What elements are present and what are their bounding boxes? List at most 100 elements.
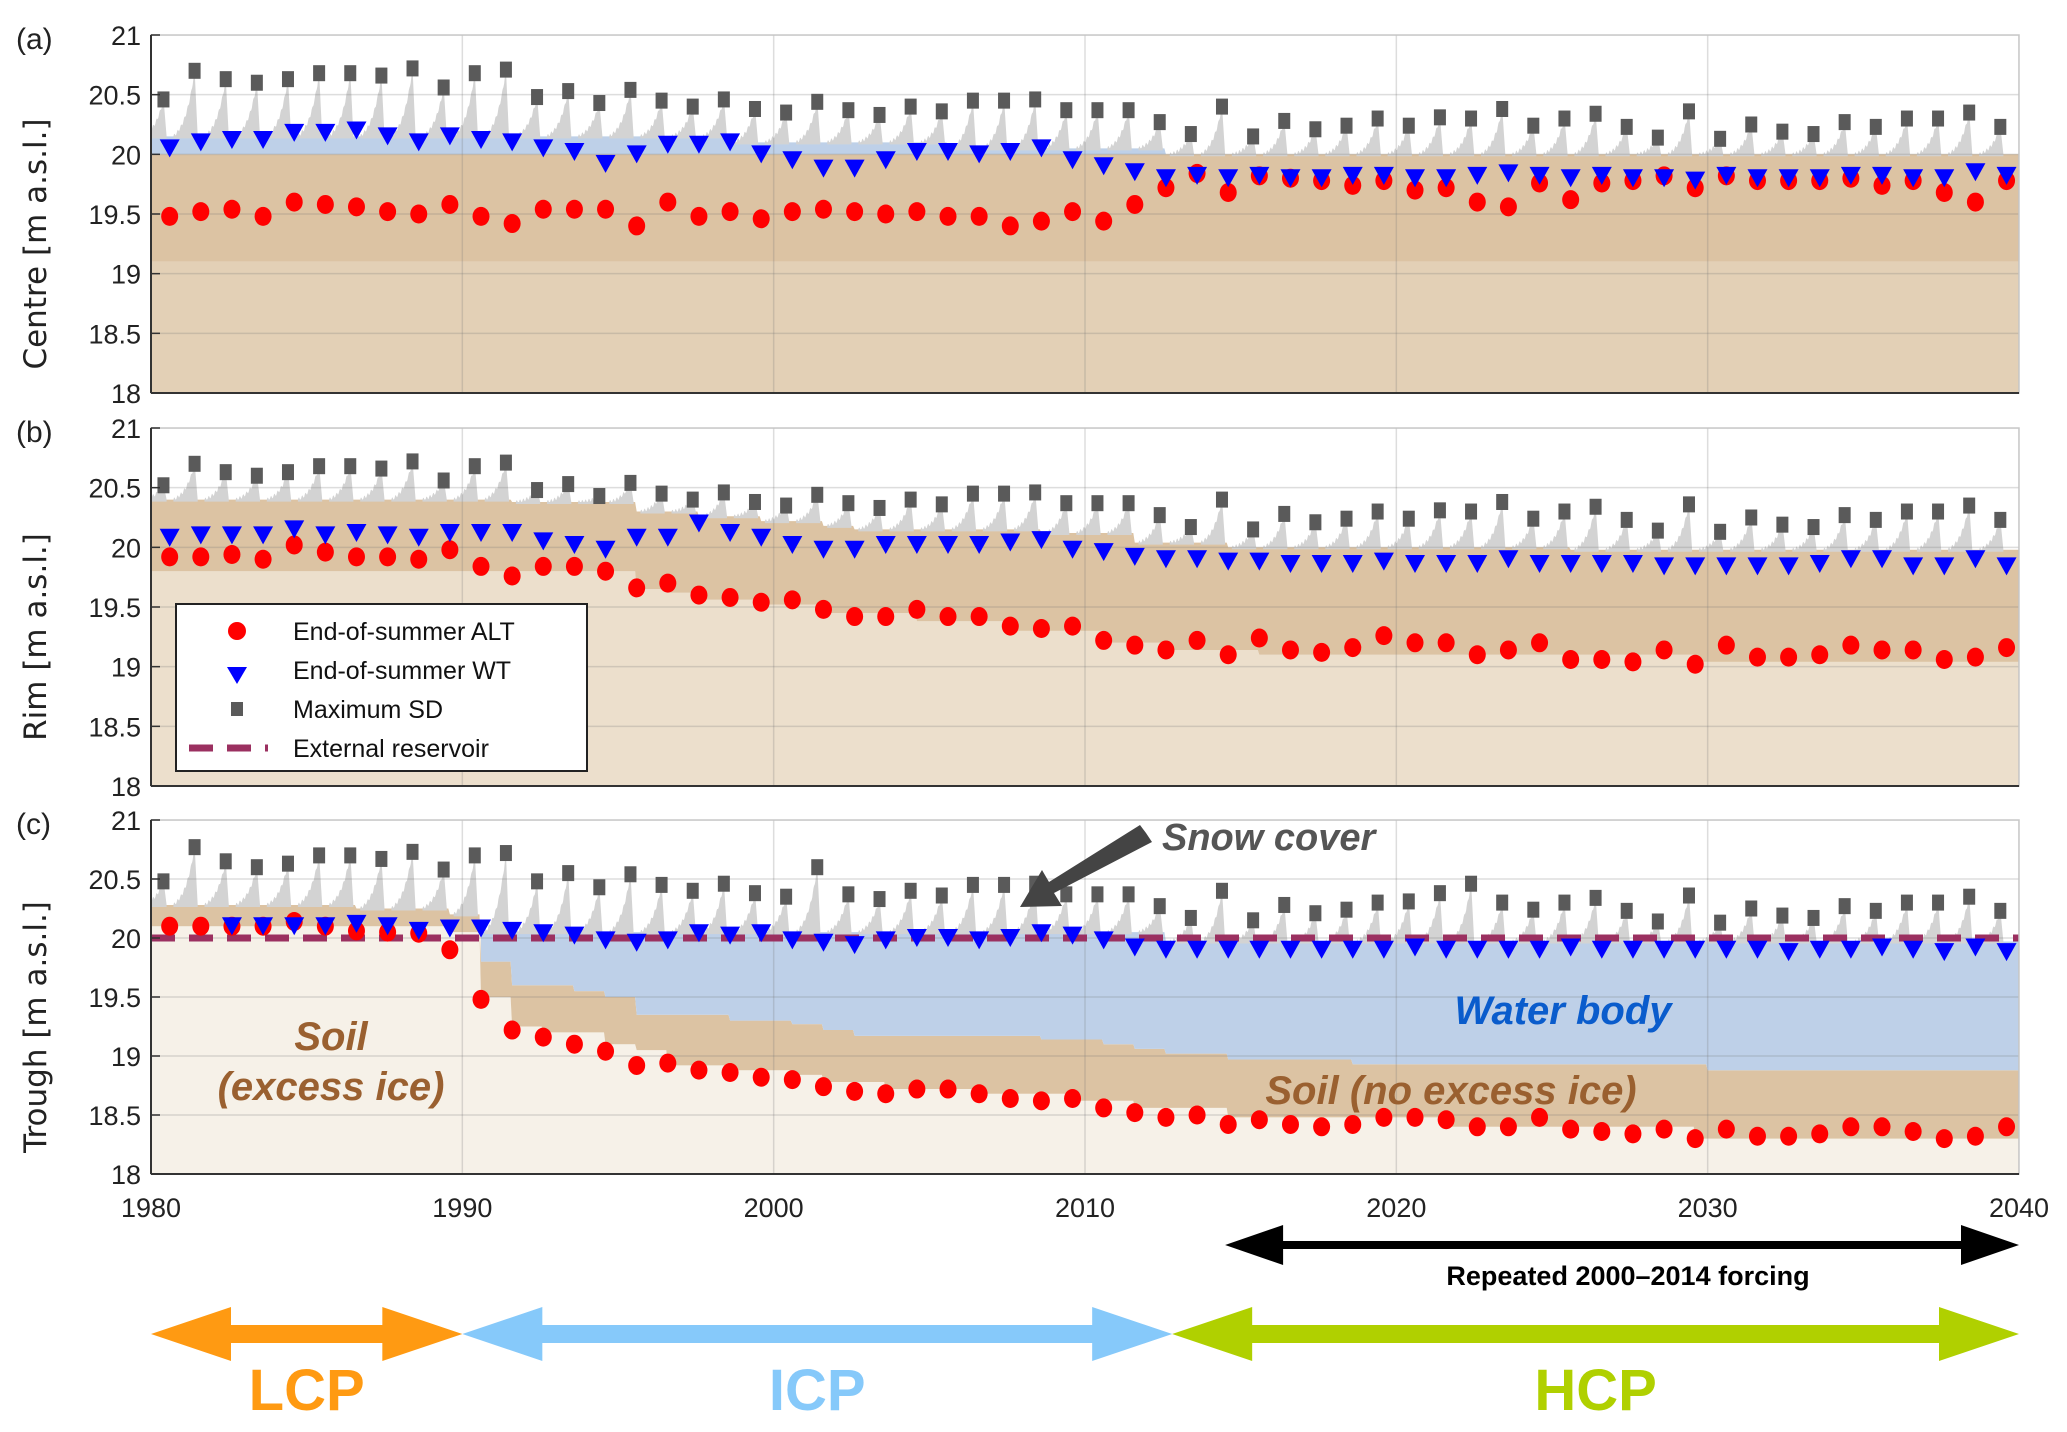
snow-depth-area [858,506,883,532]
wt-point [595,154,616,173]
snow-depth-area [702,98,727,139]
y-tick-label: 21 [111,414,141,444]
wt-point [720,926,741,945]
snow-depth-area [151,98,167,139]
max-sd-point [1184,519,1197,536]
wt-point [1062,540,1083,559]
snow-depth-area [1076,108,1101,151]
snow-depth-area [297,71,323,139]
alt-point [1375,1107,1393,1127]
alt-point [690,585,708,605]
snow-depth-area [1948,111,1973,157]
alt-point [1032,618,1050,638]
plot-area [151,428,2019,786]
max-sd-point [966,485,979,502]
max-sd-point [1527,117,1540,134]
alt-point [1188,1105,1206,1125]
max-sd-point [468,847,481,864]
alt-point [846,1081,864,1101]
snow-depth-area [1916,117,1942,157]
max-sd-point [499,61,512,78]
alt-point [285,192,303,212]
wt-point [1467,166,1488,185]
wt-point [1903,169,1924,188]
alt-point [1998,638,2016,658]
snow-depth-area [640,883,665,935]
alt-point [192,547,210,567]
snow-depth-area [329,854,354,907]
alt-point [1344,1114,1362,1134]
alt-point [1780,647,1798,667]
alt-point [565,1034,583,1054]
wt-point [1187,166,1208,185]
wt-point [657,528,678,547]
wt-point [595,931,616,950]
wt-point [875,535,896,554]
max-sd-point [1340,901,1353,918]
max-sd-point [313,65,326,82]
wt-point [439,127,460,146]
alt-point [1873,640,1891,660]
wt-point [1716,557,1737,576]
max-sd-point [1807,126,1820,143]
alt-point [1686,654,1704,674]
max-sd-point [562,83,575,100]
wt-point [626,933,647,952]
alt-point [1499,197,1517,217]
max-sd-point [780,497,793,514]
max-sd-point [1340,510,1353,527]
wt-point [1467,555,1488,574]
snow-depth-area [1792,525,1817,552]
max-sd-point [935,496,948,513]
wt-point [875,151,896,170]
wt-point [969,145,990,164]
snow-depth-area [266,470,292,502]
wt-point [346,121,367,140]
snow-depth-area [578,101,603,139]
max-sd-point [842,102,855,119]
alt-point [1531,633,1549,653]
max-sd-point [904,882,917,899]
alt-point [441,540,459,560]
snow-depth-area [796,493,821,524]
snow-depth-area [515,880,541,935]
snow-depth-area [1294,520,1319,550]
wt-point [626,145,647,164]
wt-point [1155,169,1176,188]
forcing-range-arrow [1225,1225,2019,1265]
max-sd-point [1558,503,1571,520]
max-sd-point [624,866,637,883]
alt-point [1562,190,1580,210]
max-sd-point [1620,511,1633,528]
snow-depth-area [1667,503,1693,552]
alt-point [1001,216,1019,236]
alt-point [721,202,739,222]
max-sd-point [1527,510,1540,527]
period-arrow-lcp [151,1307,463,1361]
wt-point [190,133,211,152]
max-sd-point [375,460,388,477]
wt-point [1249,552,1270,571]
alt-point [254,549,272,569]
snow-depth-area [1574,505,1599,552]
max-sd-point [1371,894,1384,911]
snow-depth-area [1979,125,2004,157]
snow-depth-area [609,88,634,139]
max-sd-point [250,467,263,484]
wt-point [1249,166,1270,185]
snow-depth-area [1045,893,1070,935]
snow-depth-area [671,498,696,514]
legend-wt-marker [227,667,247,684]
alt-point [1126,635,1144,655]
wt-point [1809,169,1830,188]
max-sd-point [157,477,170,494]
alt-point [1562,650,1580,670]
wt-point [1405,938,1426,957]
wt-point [1903,940,1924,959]
snow-depth-area [1014,882,1039,935]
snow-depth-area [173,69,198,139]
max-sd-point [1838,507,1851,524]
snow-cover-label: Snow cover [1162,817,1377,859]
max-sd-point [655,92,668,109]
wt-point [813,933,834,952]
